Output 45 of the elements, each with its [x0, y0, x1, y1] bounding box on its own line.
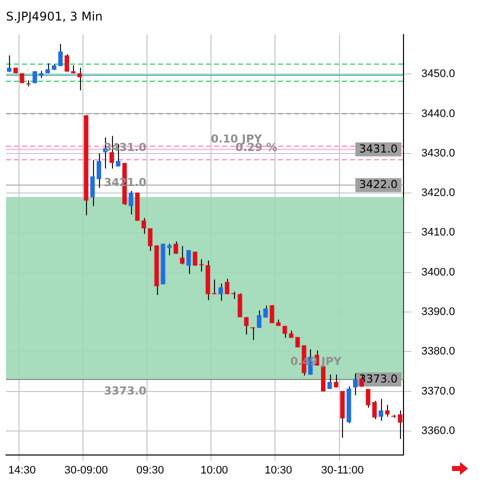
candlestick: [385, 404, 390, 418]
y-tick-label: 3390.0: [421, 306, 456, 318]
y-tick-label: 3450.0: [421, 68, 456, 80]
candlestick: [6, 54, 12, 73]
y-tick-label: 3430.0: [421, 147, 456, 160]
candlestick: [353, 372, 358, 396]
candlestick: [295, 336, 300, 348]
candlestick: [334, 374, 338, 388]
y-tick-label: 3370.0: [421, 385, 456, 398]
candlestick: [250, 327, 255, 341]
candlestick: [256, 310, 262, 328]
x-tick-label: 09:30: [136, 464, 164, 476]
candlestick: [218, 282, 223, 302]
candlestick: [186, 250, 191, 274]
y-tick-label: 3440.0: [421, 108, 456, 120]
candlestick: [327, 374, 332, 390]
ref-line-label: 3422.0: [359, 178, 398, 191]
x-tick-label: 30-09:00: [64, 464, 108, 476]
candlestick: [45, 62, 50, 74]
annotation: 3373.0: [104, 384, 147, 398]
y-tick-label: 3360.0: [421, 425, 456, 438]
y-tick-label: 3400.0: [421, 266, 456, 278]
candlestick: [64, 54, 70, 72]
candlestick: [142, 218, 146, 234]
candlestick: [378, 398, 384, 422]
ref-line-label: 3431.0: [359, 142, 398, 156]
candlestick: [244, 316, 249, 336]
chart-title: S.JPJ4901, 3 Min: [6, 9, 103, 24]
candlestick: [148, 228, 152, 252]
candlestick: [212, 279, 217, 295]
x-tick-label: 10:30: [264, 464, 292, 476]
candlestick: [174, 240, 178, 254]
y-tick-label: 3380.0: [421, 346, 456, 358]
candlestick: [398, 410, 402, 440]
candlestick: [128, 190, 134, 215]
candlestick: [238, 292, 242, 318]
candlestick: [366, 388, 370, 408]
candlestick: [180, 246, 184, 265]
x-tick-label: 14:30: [8, 464, 36, 476]
x-tick-label: 30-11:00: [321, 464, 364, 476]
x-tick-label: 10:00: [200, 464, 228, 476]
candlestick: [224, 278, 230, 295]
y-tick-label: 3420.0: [421, 187, 456, 200]
candlestick: [372, 400, 377, 420]
y-tick-label: 3410.0: [421, 226, 456, 239]
